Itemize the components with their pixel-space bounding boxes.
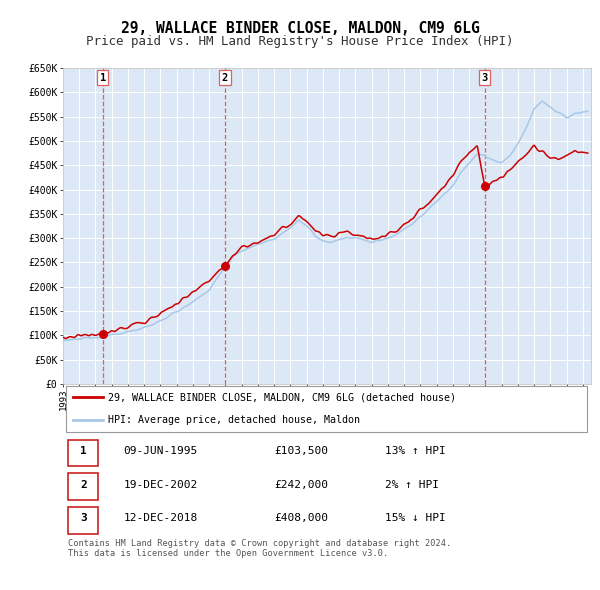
FancyBboxPatch shape	[65, 386, 587, 432]
Text: £103,500: £103,500	[274, 446, 328, 456]
Text: 29, WALLACE BINDER CLOSE, MALDON, CM9 6LG (detached house): 29, WALLACE BINDER CLOSE, MALDON, CM9 6L…	[108, 392, 456, 402]
Text: 2: 2	[222, 73, 228, 83]
Text: 3: 3	[80, 513, 87, 523]
Text: £408,000: £408,000	[274, 513, 328, 523]
Text: 29, WALLACE BINDER CLOSE, MALDON, CM9 6LG: 29, WALLACE BINDER CLOSE, MALDON, CM9 6L…	[121, 21, 479, 35]
FancyBboxPatch shape	[68, 507, 98, 534]
Text: 15% ↓ HPI: 15% ↓ HPI	[385, 513, 446, 523]
Text: HPI: Average price, detached house, Maldon: HPI: Average price, detached house, Mald…	[108, 415, 360, 425]
FancyBboxPatch shape	[68, 473, 98, 500]
Text: 19-DEC-2002: 19-DEC-2002	[124, 480, 198, 490]
Text: 12-DEC-2018: 12-DEC-2018	[124, 513, 198, 523]
Text: 2: 2	[80, 480, 87, 490]
Text: 09-JUN-1995: 09-JUN-1995	[124, 446, 198, 456]
Text: 3: 3	[481, 73, 488, 83]
Text: 1: 1	[80, 446, 87, 456]
Text: Contains HM Land Registry data © Crown copyright and database right 2024.
This d: Contains HM Land Registry data © Crown c…	[68, 539, 452, 558]
FancyBboxPatch shape	[68, 440, 98, 466]
Text: 2% ↑ HPI: 2% ↑ HPI	[385, 480, 439, 490]
Text: 13% ↑ HPI: 13% ↑ HPI	[385, 446, 446, 456]
Text: £242,000: £242,000	[274, 480, 328, 490]
Text: 1: 1	[100, 73, 106, 83]
Text: Price paid vs. HM Land Registry's House Price Index (HPI): Price paid vs. HM Land Registry's House …	[86, 35, 514, 48]
